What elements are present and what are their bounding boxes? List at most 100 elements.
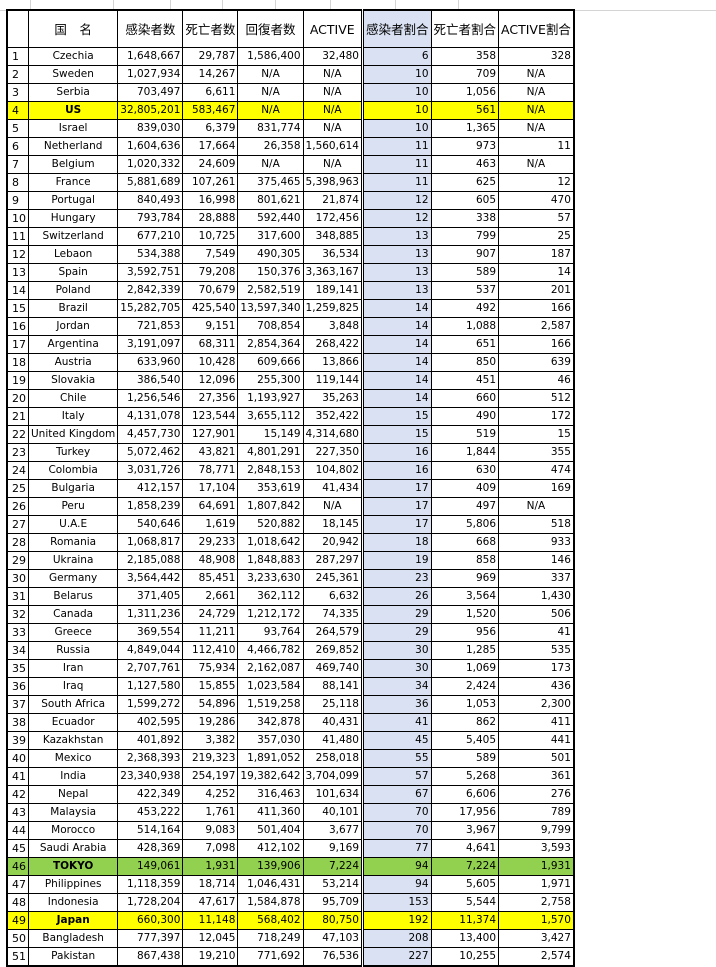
country-name-cell[interactable]: Morocco (27, 821, 119, 840)
row-index-cell[interactable]: 26 (6, 497, 29, 516)
infected-cell[interactable]: 2,185,088 (117, 551, 184, 570)
country-name-cell[interactable]: Ukraina (27, 551, 119, 570)
infected-cell[interactable]: 1,068,817 (117, 533, 184, 552)
death-ratio-cell[interactable]: 589 (430, 749, 500, 768)
infected-ratio-cell[interactable]: 17 (362, 479, 432, 498)
deaths-cell[interactable]: 48,908 (182, 551, 239, 570)
infected-ratio-cell[interactable]: 57 (362, 767, 432, 786)
death-ratio-cell[interactable]: 858 (430, 551, 500, 570)
death-ratio-cell[interactable]: 497 (430, 497, 500, 516)
row-index-cell[interactable]: 45 (6, 839, 29, 858)
death-ratio-cell[interactable]: 956 (430, 623, 500, 642)
deaths-cell[interactable]: 79,208 (182, 263, 239, 282)
infected-ratio-cell[interactable]: 94 (362, 857, 432, 876)
active-ratio-cell[interactable]: N/A (498, 83, 575, 102)
recovered-cell[interactable]: 316,463 (237, 785, 304, 804)
infected-ratio-cell[interactable]: 12 (362, 209, 432, 228)
infected-ratio-cell[interactable]: 55 (362, 749, 432, 768)
active-ratio-cell[interactable]: 169 (498, 479, 575, 498)
recovered-cell[interactable]: 362,112 (237, 587, 304, 606)
row-index-cell[interactable]: 39 (6, 731, 29, 750)
active-cell[interactable]: 3,704,099 (302, 767, 365, 786)
active-cell[interactable]: 3,848 (302, 317, 365, 336)
row-index-cell[interactable]: 18 (6, 353, 29, 372)
recovered-cell[interactable]: 411,360 (237, 803, 304, 822)
active-cell[interactable]: 53,214 (302, 875, 365, 894)
active-ratio-cell[interactable]: 441 (498, 731, 575, 750)
deaths-cell[interactable]: 15,855 (182, 677, 239, 696)
active-cell[interactable]: 6,632 (302, 587, 365, 606)
death-ratio-cell[interactable]: 11,374 (430, 911, 500, 930)
country-name-cell[interactable]: Hungary (27, 209, 119, 228)
country-name-cell[interactable]: Lebaon (27, 245, 119, 264)
row-index-cell[interactable]: 3 (6, 83, 29, 102)
row-index-cell[interactable]: 27 (6, 515, 29, 534)
death-ratio-cell[interactable]: 1,056 (430, 83, 500, 102)
header-active[interactable]: ACTIVE (302, 9, 365, 48)
recovered-cell[interactable]: 831,774 (237, 119, 304, 138)
recovered-cell[interactable]: 1,519,258 (237, 695, 304, 714)
country-name-cell[interactable]: Slovakia (27, 371, 119, 390)
infected-cell[interactable]: 1,256,546 (117, 389, 184, 408)
country-name-cell[interactable]: Jordan (27, 317, 119, 336)
header-recovered[interactable]: 回復者数 (237, 9, 304, 48)
country-name-cell[interactable]: Turkey (27, 443, 119, 462)
deaths-cell[interactable]: 11,211 (182, 623, 239, 642)
row-index-cell[interactable]: 21 (6, 407, 29, 426)
recovered-cell[interactable]: 490,305 (237, 245, 304, 264)
country-name-cell[interactable]: Peru (27, 497, 119, 516)
death-ratio-cell[interactable]: 17,956 (430, 803, 500, 822)
infected-ratio-cell[interactable]: 10 (362, 83, 432, 102)
recovered-cell[interactable]: 2,854,364 (237, 335, 304, 354)
deaths-cell[interactable]: 78,771 (182, 461, 239, 480)
death-ratio-cell[interactable]: 358 (430, 47, 500, 66)
active-ratio-cell[interactable]: 2,587 (498, 317, 575, 336)
country-name-cell[interactable]: Austria (27, 353, 119, 372)
row-index-cell[interactable]: 44 (6, 821, 29, 840)
active-ratio-cell[interactable]: 46 (498, 371, 575, 390)
infected-cell[interactable]: 4,849,044 (117, 641, 184, 660)
country-name-cell[interactable]: Poland (27, 281, 119, 300)
row-index-cell[interactable]: 24 (6, 461, 29, 480)
country-name-cell[interactable]: Mexico (27, 749, 119, 768)
recovered-cell[interactable]: 520,882 (237, 515, 304, 534)
recovered-cell[interactable]: 15,149 (237, 425, 304, 444)
deaths-cell[interactable]: 12,096 (182, 371, 239, 390)
active-ratio-cell[interactable]: 2,300 (498, 695, 575, 714)
infected-ratio-cell[interactable]: 6 (362, 47, 432, 66)
infected-cell[interactable]: 1,118,359 (117, 875, 184, 894)
header-active-ratio[interactable]: ACTIVE割合 (498, 9, 575, 48)
death-ratio-cell[interactable]: 338 (430, 209, 500, 228)
country-name-cell[interactable]: Belarus (27, 587, 119, 606)
infected-ratio-cell[interactable]: 11 (362, 173, 432, 192)
infected-ratio-cell[interactable]: 13 (362, 227, 432, 246)
recovered-cell[interactable]: 255,300 (237, 371, 304, 390)
recovered-cell[interactable]: 1,807,842 (237, 497, 304, 516)
row-index-cell[interactable]: 46 (6, 857, 29, 876)
infected-cell[interactable]: 839,030 (117, 119, 184, 138)
infected-cell[interactable]: 660,300 (117, 911, 184, 930)
header-death-ratio[interactable]: 死亡者割合 (430, 9, 500, 48)
country-name-cell[interactable]: Saudi Arabia (27, 839, 119, 858)
active-cell[interactable]: 18,145 (302, 515, 365, 534)
death-ratio-cell[interactable]: 492 (430, 299, 500, 318)
infected-cell[interactable]: 402,595 (117, 713, 184, 732)
row-index-cell[interactable]: 38 (6, 713, 29, 732)
recovered-cell[interactable]: 342,878 (237, 713, 304, 732)
country-name-cell[interactable]: Germany (27, 569, 119, 588)
country-name-cell[interactable]: Spain (27, 263, 119, 282)
row-index-cell[interactable]: 51 (6, 947, 29, 967)
infected-cell[interactable]: 777,397 (117, 929, 184, 948)
row-index-cell[interactable]: 7 (6, 155, 29, 174)
death-ratio-cell[interactable]: 6,606 (430, 785, 500, 804)
infected-cell[interactable]: 386,540 (117, 371, 184, 390)
row-index-cell[interactable]: 5 (6, 119, 29, 138)
infected-cell[interactable]: 4,131,078 (117, 407, 184, 426)
country-name-cell[interactable]: Iraq (27, 677, 119, 696)
infected-cell[interactable]: 793,784 (117, 209, 184, 228)
active-ratio-cell[interactable]: N/A (498, 497, 575, 516)
infected-ratio-cell[interactable]: 41 (362, 713, 432, 732)
country-name-cell[interactable]: Philippines (27, 875, 119, 894)
death-ratio-cell[interactable]: 1,520 (430, 605, 500, 624)
recovered-cell[interactable]: N/A (237, 101, 304, 120)
